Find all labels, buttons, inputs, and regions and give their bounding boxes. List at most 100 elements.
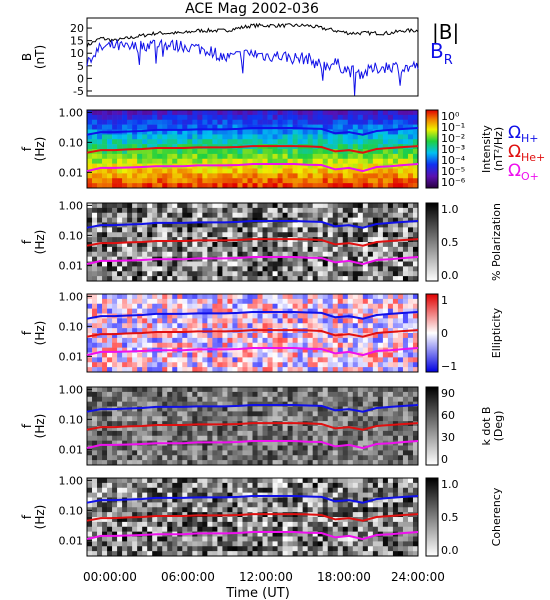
spectrogram-cell [147,237,153,243]
spectrogram-cell [217,396,223,402]
spectrogram-cell [222,487,228,493]
spectrogram-cell [137,168,143,174]
spectrogram-cell [97,308,103,314]
spectrogram-cell [187,318,193,324]
spectrogram-cell [147,517,153,523]
spectrogram-cell [322,153,329,160]
spectrogram-cell [322,396,329,402]
spectrogram-cell [242,308,248,314]
spectrogram-cell [327,271,334,277]
spectrogram-cell [237,232,243,238]
spectrogram-cell [97,183,103,189]
spectrogram-cell [102,362,108,368]
spectrogram-cell [147,507,153,513]
spectrogram-cell [187,487,193,493]
spectrogram-cell [117,251,123,257]
spectrogram-cell [322,183,329,189]
spectrogram-cell [122,487,128,493]
spectrogram-cell [402,119,409,125]
spectrogram-cell [247,406,253,412]
spectrogram-cell [397,178,404,184]
spectrogram-cell [97,396,103,402]
spectrogram-cell [402,251,409,257]
spectrogram-cell [392,251,399,257]
spectrogram-cell [377,367,384,373]
spectrogram-cell [402,207,409,214]
spectrogram-cell [272,313,278,319]
spectrogram-cell [147,521,153,528]
spectrogram-cell [287,119,293,125]
spectrogram-cell [407,308,414,314]
spectrogram-cell [337,450,344,456]
spectrogram-cell [167,313,173,319]
spectrogram-cell [212,455,218,461]
spectrogram-cell [357,347,364,353]
spectrogram-cell [292,149,298,155]
spectrogram-cell [337,440,344,446]
spectrogram-cell [232,163,238,169]
spectrogram-cell [267,517,273,523]
spectrogram-cell [402,406,409,412]
spectrogram-cell [157,517,163,523]
spectrogram-cell [172,328,178,334]
spectrogram-cell [157,318,163,324]
spectrogram-cell [257,396,263,402]
spectrogram-cell [332,183,339,189]
spectrogram-cell [207,203,213,209]
spectrogram-cell [137,308,143,314]
spectrogram-cell [132,391,138,398]
spectrogram-cell [172,517,178,523]
spectrogram-cell [127,261,133,267]
spectrogram-cell [132,318,138,324]
spectrogram-cell [227,406,233,412]
spectrogram-cell [312,303,318,309]
spectrogram-cell [322,178,329,184]
spectrogram-cell [337,416,344,422]
spectrogram-cell [322,411,329,417]
spectrogram-cell [312,450,318,456]
spectrogram-cell [247,347,253,353]
spectrogram-cell [87,391,93,398]
spectrogram-cell [252,266,258,272]
spectrogram-cell [252,251,258,257]
spectrogram-cell [187,303,193,309]
spectrogram-cell [207,416,213,422]
spectrogram-cell [287,139,293,145]
spectrogram-cell [407,450,414,456]
b-ytick-label: 20 [70,22,84,35]
spectrogram-cell [162,119,168,125]
spectrogram-cell [217,460,223,466]
spectrogram-cell [267,357,273,363]
spectrogram-cell [122,502,128,508]
spectrogram-cell [157,497,163,503]
spectrogram-cell [307,298,313,305]
spectrogram-cell [177,416,183,422]
spectrogram-cell [412,435,419,441]
spectrogram-cell [132,421,138,427]
spectrogram-cell [182,342,188,348]
spectrogram-cell [302,440,308,446]
spectrogram-cell [407,396,414,402]
spectrogram-cell [287,294,293,300]
spectrogram-cell [157,536,163,542]
spectrogram-cell [367,212,374,218]
spectrogram-cell [207,153,213,160]
spectrogram-cell [367,266,374,272]
spectrogram-cell [352,256,359,262]
spectrogram-cell [192,158,198,164]
spectrogram-cell [342,158,349,164]
spectrogram-cell [142,261,148,267]
spectrogram-cell [387,460,394,466]
spectrogram-cell [192,232,198,238]
spectrogram-cell [232,323,238,329]
spectrogram-cell [157,426,163,432]
spectrogram-cell [187,246,193,253]
spectrogram-cell [242,163,248,169]
spectrogram-cell [117,435,123,441]
spectrogram-cell [332,323,339,329]
spectrogram-cell [322,298,329,305]
spectrogram-cell [382,266,389,272]
spectrogram-cell [142,114,148,121]
spectrogram-cell [127,445,133,451]
spectrogram-cell [267,153,273,160]
